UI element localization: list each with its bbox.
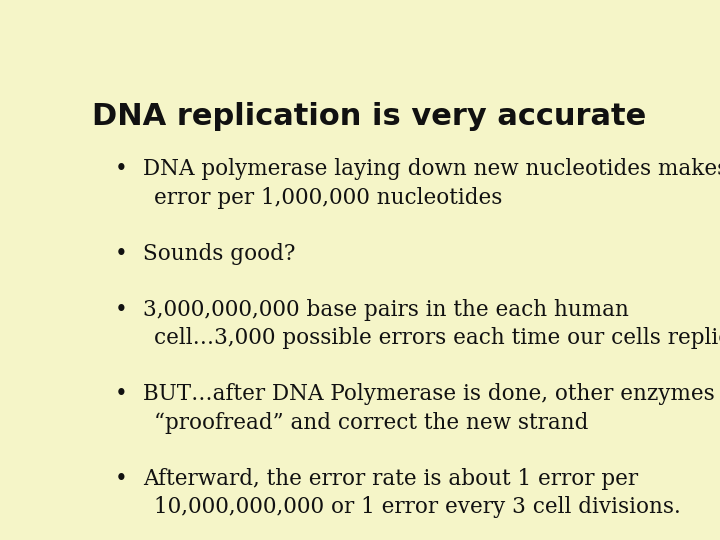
Text: 3,000,000,000 base pairs in the each human: 3,000,000,000 base pairs in the each hum… xyxy=(143,299,629,321)
Text: error per 1,000,000 nucleotides: error per 1,000,000 nucleotides xyxy=(154,187,503,208)
Text: Afterward, the error rate is about 1 error per: Afterward, the error rate is about 1 err… xyxy=(143,468,638,490)
Text: 10,000,000,000 or 1 error every 3 cell divisions.: 10,000,000,000 or 1 error every 3 cell d… xyxy=(154,496,681,518)
Text: •: • xyxy=(114,299,127,321)
Text: •: • xyxy=(114,383,127,406)
Text: BUT…after DNA Polymerase is done, other enzymes: BUT…after DNA Polymerase is done, other … xyxy=(143,383,715,406)
Text: DNA replication is very accurate: DNA replication is very accurate xyxy=(92,102,646,131)
Text: “proofread” and correct the new strand: “proofread” and correct the new strand xyxy=(154,411,588,434)
Text: cell…3,000 possible errors each time our cells replicate: cell…3,000 possible errors each time our… xyxy=(154,327,720,349)
Text: •: • xyxy=(114,243,127,265)
Text: DNA polymerase laying down new nucleotides makes1: DNA polymerase laying down new nucleotid… xyxy=(143,158,720,180)
Text: •: • xyxy=(114,158,127,180)
Text: Sounds good?: Sounds good? xyxy=(143,243,295,265)
Text: •: • xyxy=(114,468,127,490)
